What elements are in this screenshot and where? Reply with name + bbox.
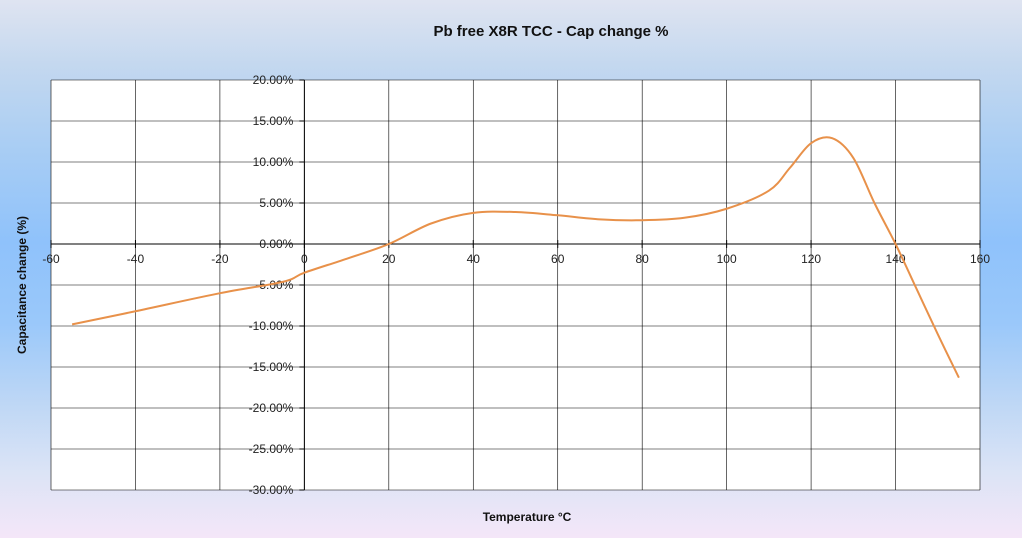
- y-tick-label: -15.00%: [249, 360, 294, 374]
- x-tick-label: 60: [551, 252, 565, 266]
- y-tick-label: -25.00%: [249, 442, 294, 456]
- y-tick-label: 20.00%: [253, 73, 294, 87]
- chart-title: Pb free X8R TCC - Cap change %: [433, 23, 668, 40]
- x-tick-label: 160: [970, 252, 990, 266]
- x-tick-label: 20: [382, 252, 396, 266]
- y-tick-label: -20.00%: [249, 401, 294, 415]
- x-tick-label: -20: [211, 252, 229, 266]
- x-tick-label: -40: [127, 252, 145, 266]
- tick-labels: -60 -40 -20 0 20 40 60 80 100 120 140 16020.00%15.0…: [42, 73, 990, 497]
- axes: [50, 79, 981, 491]
- series-line: [71, 136, 960, 379]
- x-tick-label: 40: [467, 252, 481, 266]
- x-axis-label: Temperature °C: [483, 510, 572, 524]
- x-tick-label: -60: [42, 252, 60, 266]
- x-tick-label: 120: [801, 252, 821, 266]
- y-tick-label: 0.00%: [259, 237, 293, 251]
- gridlines: [50, 79, 981, 491]
- y-tick-label: 5.00%: [259, 196, 293, 210]
- x-tick-label: 100: [717, 252, 737, 266]
- y-tick-label: -30.00%: [249, 483, 294, 497]
- y-tick-label: 10.00%: [253, 155, 294, 169]
- y-axis-label: Capacitance change (%): [15, 216, 29, 354]
- y-tick-label: -10.00%: [249, 319, 294, 333]
- y-tick-label: 15.00%: [253, 114, 294, 128]
- x-tick-label: 80: [636, 252, 650, 266]
- x-tick-label: 0: [301, 252, 308, 266]
